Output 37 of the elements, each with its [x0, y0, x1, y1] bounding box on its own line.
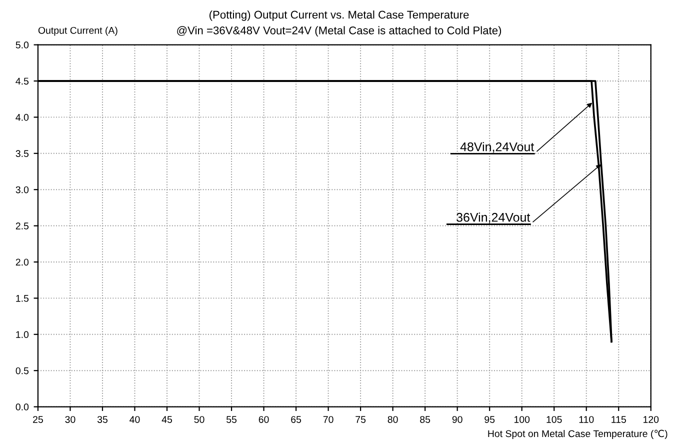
x-tick-label: 50 [194, 416, 204, 423]
y-tick-label: 5.0 [16, 42, 29, 48]
y-tick-label: 2.0 [16, 258, 29, 266]
x-tick-label: 60 [258, 416, 269, 423]
y-tick-label: 4.5 [16, 78, 29, 85]
x-tick-label: 90 [452, 416, 462, 423]
y-tick-label: 2.5 [16, 222, 29, 230]
y-axis-title: Output Current (A) [38, 26, 118, 36]
y-tick-label: 0.5 [16, 367, 29, 374]
x-tick-label: 30 [65, 416, 76, 423]
y-tick-label: 1.0 [16, 331, 29, 338]
y-tick-label: 3.0 [16, 186, 29, 194]
x-tick-label: 65 [291, 416, 302, 423]
x-tick-label: 80 [388, 416, 398, 423]
x-tick-label: 110 [579, 416, 594, 423]
x-axis-title: Hot Spot on Metal Case Temperature (℃) [488, 430, 668, 440]
y-tick-label: 0.0 [16, 404, 29, 410]
x-tick-label: 115 [612, 416, 626, 423]
x-tick-label: 55 [226, 416, 237, 423]
x-tick-label: 100 [514, 416, 530, 423]
x-tick-label: 105 [546, 416, 562, 423]
y-tick-label: 3.5 [16, 150, 29, 158]
x-tick-label: 25 [33, 416, 43, 423]
x-tick-label: 75 [356, 416, 366, 423]
x-tick-label: 35 [97, 416, 108, 423]
annotation: 48Vin,24Vout [460, 142, 534, 153]
x-tick-label: 95 [484, 416, 495, 423]
chart-title: (Potting) Output Current vs. Metal Case Temperature [209, 10, 469, 21]
x-tick-label: 120 [644, 416, 659, 423]
x-tick-label: 70 [323, 416, 334, 423]
y-tick-label: 1.5 [16, 295, 29, 302]
x-tick-label: 85 [420, 416, 430, 423]
y-tick-label: 4.0 [16, 114, 29, 121]
annotation: 36Vin,24Vout [456, 212, 530, 224]
chart-subtitle: @Vin =36V&48V Vout=24V (Metal Case is attached to Cold Plate) [177, 26, 502, 37]
x-tick-label: 40 [130, 416, 140, 423]
x-tick-label: 45 [162, 416, 172, 423]
